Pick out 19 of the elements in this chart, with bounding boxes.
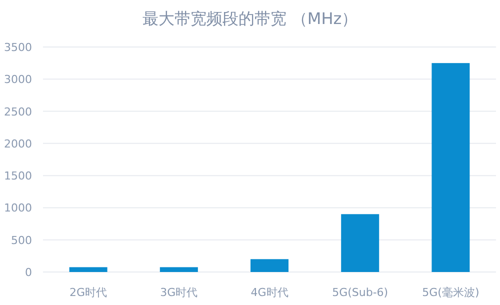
chart-title: 最大带宽频段的带宽 （MHz） bbox=[142, 9, 358, 28]
bar bbox=[432, 63, 470, 272]
bar bbox=[341, 214, 380, 272]
x-tick-label: 3G时代 bbox=[160, 286, 198, 299]
x-tick-label: 4G时代 bbox=[250, 286, 288, 299]
y-tick-label: 1000 bbox=[4, 202, 32, 215]
y-tick-label: 1500 bbox=[4, 170, 32, 183]
y-tick-label: 3500 bbox=[4, 41, 32, 54]
y-tick-label: 0 bbox=[25, 266, 32, 279]
y-tick-label: 3000 bbox=[4, 73, 32, 86]
bar bbox=[69, 267, 108, 272]
y-tick-label: 2500 bbox=[4, 105, 32, 118]
x-tick-label: 2G时代 bbox=[70, 286, 108, 299]
y-tick-label: 500 bbox=[11, 234, 32, 247]
y-tick-label: 2000 bbox=[4, 137, 32, 150]
x-tick-label: 5G(Sub-6) bbox=[332, 286, 388, 299]
x-tick-label: 5G(毫米波) bbox=[422, 286, 480, 299]
bar bbox=[250, 259, 288, 272]
bar bbox=[160, 267, 198, 272]
